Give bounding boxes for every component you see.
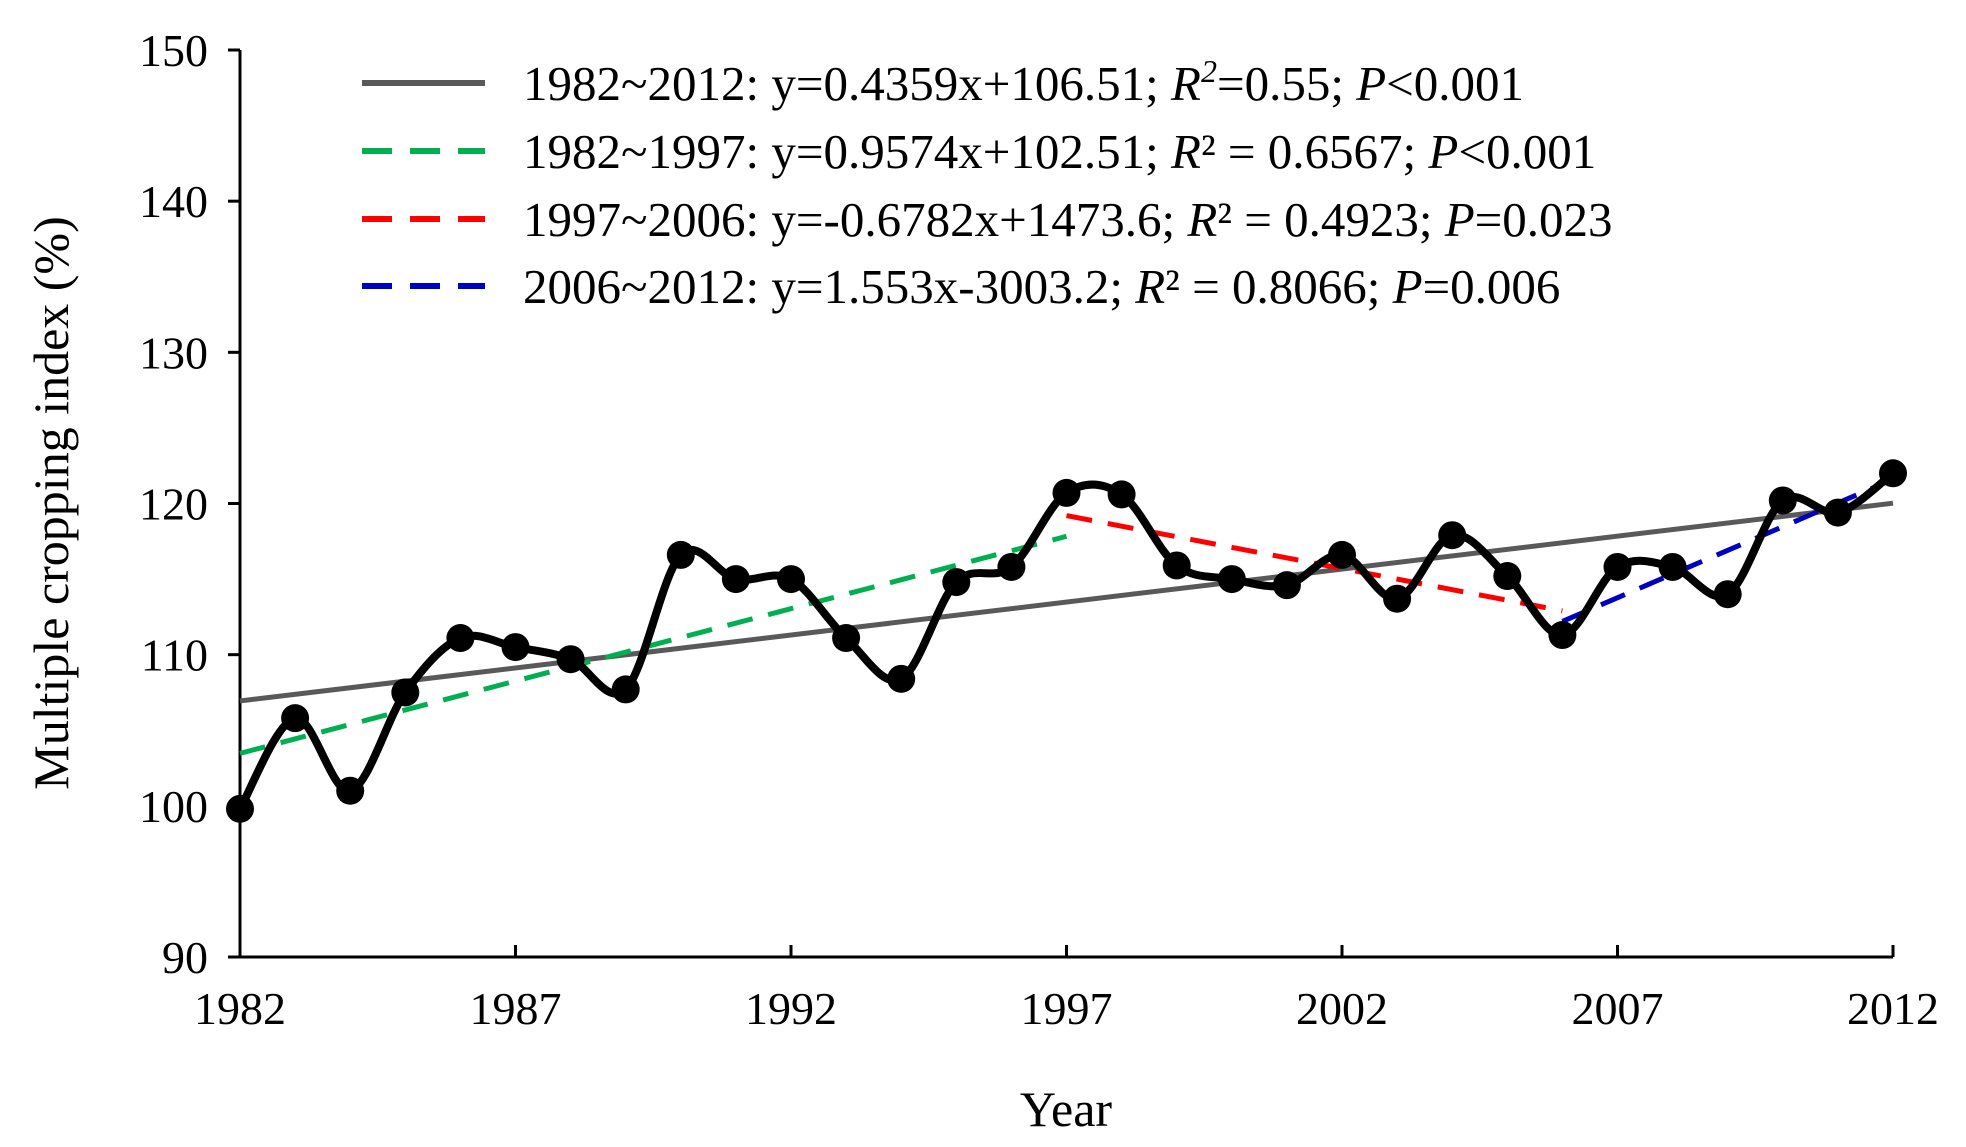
x-tick-label: 1982 xyxy=(194,983,286,1034)
data-point-2007 xyxy=(1603,552,1632,581)
legend: 1982~2012: y=0.4359x+106.51; R2=0.55; P<… xyxy=(362,53,1613,314)
data-point-2005 xyxy=(1493,562,1522,591)
y-tick-label: 90 xyxy=(162,932,208,983)
trend-line-1982-2012 xyxy=(239,500,1894,704)
x-tick-label: 2002 xyxy=(1296,983,1388,1034)
y-ticks: 90 100 110 120 130 140 150 xyxy=(139,25,240,983)
y-tick-label: 120 xyxy=(139,479,208,530)
data-point-2003 xyxy=(1383,584,1412,613)
data-point-2000 xyxy=(1217,565,1246,594)
x-tick-label: 1992 xyxy=(745,983,837,1034)
y-axis-label: Multiple cropping index (%) xyxy=(23,216,79,790)
x-ticks: 1982 1987 1992 1997 2002 2007 2012 xyxy=(194,945,1939,1034)
data-point-1996 xyxy=(997,552,1026,581)
legend-label: 1982~2012: y=0.4359x+106.51; R2=0.55; P<… xyxy=(523,53,1524,111)
legend-label: 1982~1997: y=0.9574x+102.51; R² = 0.6567… xyxy=(523,124,1596,179)
legend-label: 1997~2006: y=-0.6782x+1473.6; R² = 0.492… xyxy=(523,192,1613,247)
data-point-2011 xyxy=(1823,498,1852,527)
data-point-1992 xyxy=(777,565,805,594)
data-point-1988 xyxy=(556,645,585,674)
data-point-1990 xyxy=(666,540,695,569)
data-point-1994 xyxy=(887,664,916,693)
x-tick-label: 1987 xyxy=(470,983,562,1034)
legend-label: 2006~2012: y=1.553x-3003.2; R² = 0.8066;… xyxy=(523,259,1560,314)
data-point-1999 xyxy=(1162,551,1191,580)
data-point-1984 xyxy=(336,776,365,805)
data-point-1998 xyxy=(1107,480,1136,509)
data-point-1986 xyxy=(446,624,475,653)
x-tick-label: 2012 xyxy=(1847,983,1939,1034)
data-series xyxy=(226,459,1907,823)
x-tick-label: 2007 xyxy=(1572,983,1664,1034)
data-point-1983 xyxy=(281,704,310,733)
y-tick-label: 150 xyxy=(139,25,208,76)
data-point-1989 xyxy=(611,675,640,704)
y-tick-label: 110 xyxy=(141,630,208,681)
series-line xyxy=(236,470,1896,811)
data-point-1997 xyxy=(1052,478,1081,507)
data-point-1995 xyxy=(942,568,971,597)
x-axis-label: Year xyxy=(1020,1081,1112,1137)
data-point-1991 xyxy=(721,565,750,594)
y-tick-label: 100 xyxy=(139,781,208,832)
data-point-1982 xyxy=(226,794,254,823)
data-point-1985 xyxy=(391,678,420,707)
y-tick-label: 130 xyxy=(139,327,208,378)
y-tick-label: 140 xyxy=(139,176,208,227)
data-point-2002 xyxy=(1328,540,1356,569)
data-point-2004 xyxy=(1438,521,1467,550)
data-point-2012 xyxy=(1879,459,1907,488)
data-point-2001 xyxy=(1272,571,1301,600)
trend-lines xyxy=(239,477,1894,756)
data-point-1987 xyxy=(501,633,530,662)
data-point-2010 xyxy=(1768,486,1797,515)
x-tick-label: 1997 xyxy=(1021,983,1113,1034)
data-point-2006 xyxy=(1548,621,1577,650)
data-point-2008 xyxy=(1658,552,1687,581)
trend-line-1982-1997 xyxy=(239,533,1068,756)
data-point-1993 xyxy=(832,624,861,653)
data-point-2009 xyxy=(1713,580,1742,609)
